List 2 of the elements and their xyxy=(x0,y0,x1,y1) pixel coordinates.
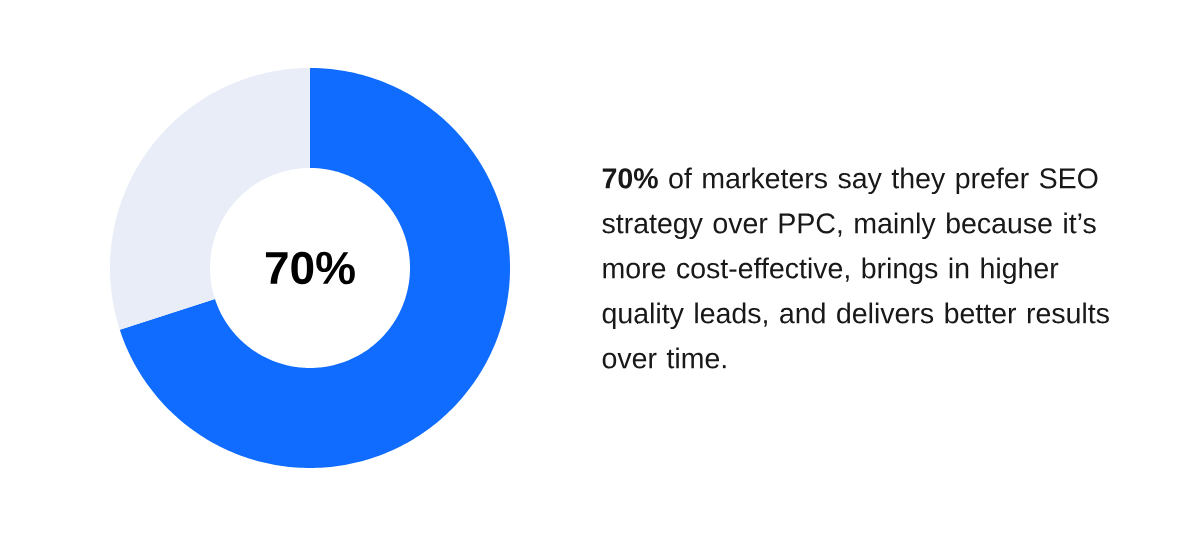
data-label: 70% xyxy=(265,251,355,285)
text: 70% of marketers say they prefer SEO strategy over PPC, mainly because it’s more cost-effective, brings in higher quality leads, and delivers better results over time. xyxy=(602,167,1109,369)
